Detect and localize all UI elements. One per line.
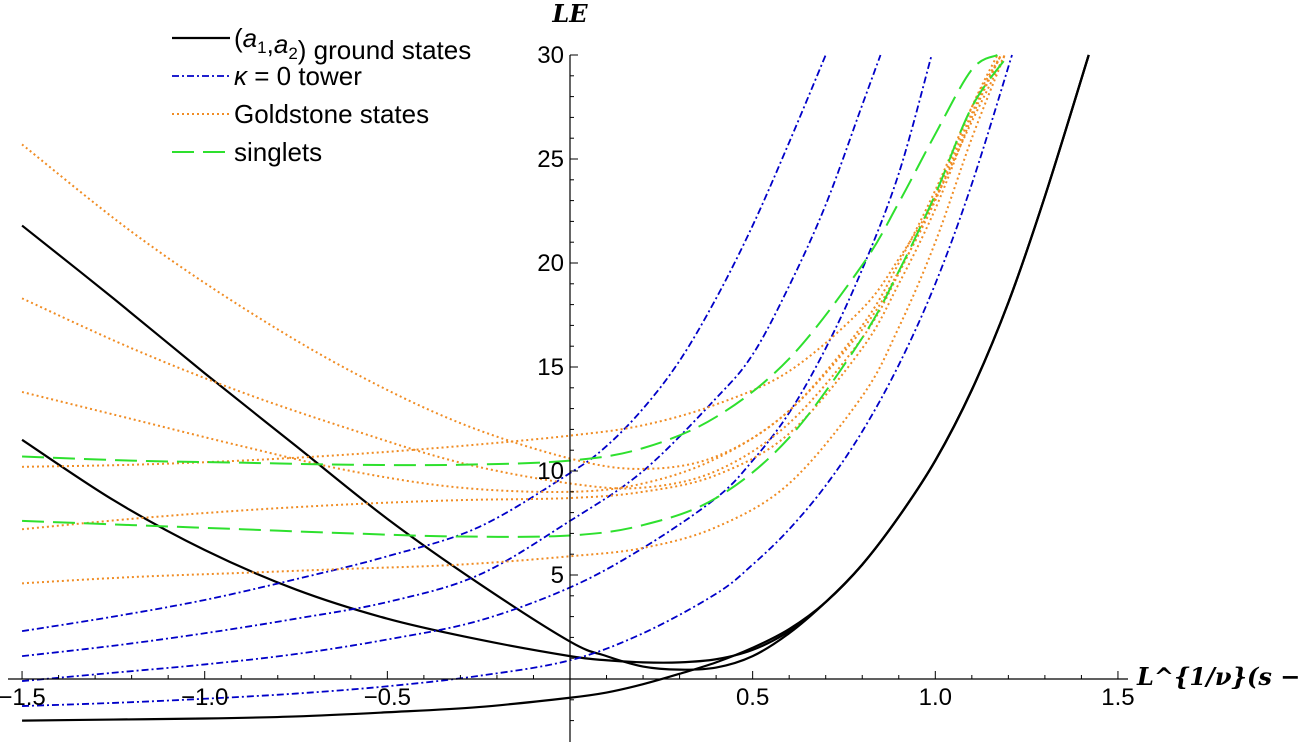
y-tick-label: 20 xyxy=(537,250,564,277)
y-tick-label: 10 xyxy=(537,458,564,485)
y-tick-label: 25 xyxy=(537,146,564,173)
x-tick-label: −1.5 xyxy=(0,684,46,711)
kappa-legend-label: κ = 0 tower xyxy=(234,61,362,91)
plot-area xyxy=(21,54,1090,722)
goldstone-curve-2 xyxy=(21,54,999,490)
x-tick-label: 1.5 xyxy=(1101,684,1134,711)
tick-labels: −1.5 −1.0 −0.5 0.5 1.0 1.5 5 10 15 20 25 30 xyxy=(0,42,1135,711)
x-tick-label: −0.5 xyxy=(364,684,411,711)
y-tick-label: 30 xyxy=(537,42,564,69)
singlets-legend-label: singlets xyxy=(234,137,322,167)
x-tick-label: 0.5 xyxy=(736,684,769,711)
kappa-curve-3 xyxy=(21,54,933,682)
y-tick-label: 15 xyxy=(537,354,564,381)
goldstone-curve-5 xyxy=(21,54,1002,531)
kappa-curve-2 xyxy=(21,54,882,658)
goldstone-curve-1 xyxy=(21,54,1002,470)
goldstone-legend-label: Goldstone states xyxy=(234,99,429,129)
kappa-curve-1 xyxy=(21,54,827,633)
x-tick-label: 1.0 xyxy=(919,684,952,711)
kappa-curve-4 xyxy=(22,54,1013,707)
goldstone-curve-3 xyxy=(21,54,1002,493)
singlets-curve-1 xyxy=(22,54,998,467)
goldstone-curve-6 xyxy=(21,54,1006,585)
ground-curve-3 xyxy=(22,54,1090,722)
ground-legend-label: (a1,a2) ground states xyxy=(234,23,471,65)
x-tick-label: −1.0 xyxy=(181,684,228,711)
singlets-curve-2 xyxy=(22,54,1010,538)
y-axis-label: LE xyxy=(551,0,588,28)
y-tick-label: 5 xyxy=(551,562,564,589)
x-axis-label: L^{1/ν}(s − s_c) xyxy=(1136,662,1304,691)
axes xyxy=(8,54,1128,742)
